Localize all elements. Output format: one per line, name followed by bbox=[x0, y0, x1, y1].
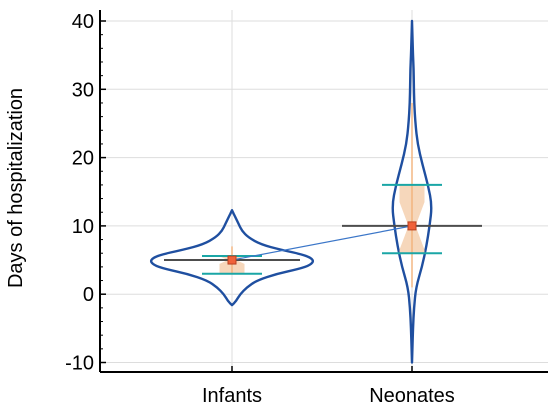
median-connector-line bbox=[231, 225, 413, 261]
y-tick-label: 0 bbox=[83, 284, 94, 306]
y-tick-label: -10 bbox=[65, 353, 94, 375]
axes-layer bbox=[99, 10, 548, 373]
y-tick-layer: -10 0 10 20 30 40 bbox=[65, 11, 106, 375]
y-tick-label: 40 bbox=[72, 11, 94, 33]
y-tick-label: 30 bbox=[72, 79, 94, 101]
y-tick-label: 10 bbox=[72, 216, 94, 238]
x-tick-layer: Infants Neonates bbox=[202, 366, 455, 407]
violin-outline-neonates bbox=[391, 19, 433, 364]
y-tick-label: 20 bbox=[72, 148, 94, 170]
x-tick-label: Infants bbox=[202, 385, 262, 407]
x-tick-label: Neonates bbox=[369, 385, 455, 407]
median-marker-neonates bbox=[407, 221, 417, 231]
violin-layer bbox=[149, 19, 482, 364]
grid-layer bbox=[100, 10, 548, 372]
violin-outline-infants bbox=[149, 209, 315, 307]
y-axis-label: Days of hospitalization bbox=[5, 88, 27, 288]
median-marker-infants bbox=[227, 255, 237, 265]
